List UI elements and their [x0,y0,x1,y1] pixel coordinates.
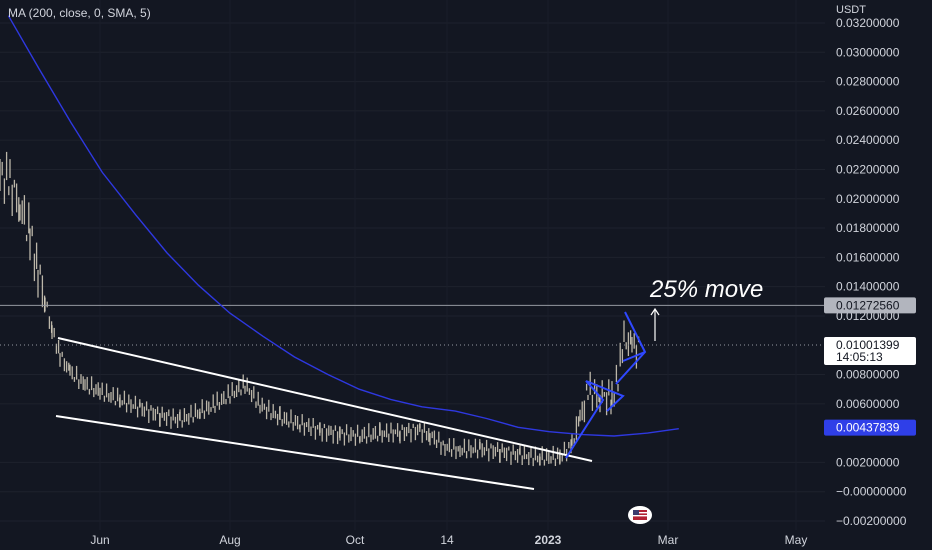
y-tick-label: 0.01600000 [836,250,900,264]
y-tick-label: 0.02800000 [836,75,900,89]
move-arrow-head [650,307,660,316]
y-tick-label: 0.00200000 [836,455,900,469]
y-tick-label: −0.00200000 [836,514,907,528]
current-price-badge [824,337,916,366]
y-tick-label: 0.01800000 [836,221,900,235]
x-tick-label: Mar [658,533,679,547]
annotation-text: 25% move [649,276,763,303]
ma-polyline [7,15,679,437]
x-tick-label: 2023 [535,533,562,547]
current-price-badge-text: 14:05:13 [836,350,883,364]
resistance-line [0,304,825,346]
y-tick-label: 0.00800000 [836,368,900,382]
x-axis[interactable]: Jun Aug Oct 14 2023 Mar May [90,533,807,547]
indicator-legend[interactable]: MA (200, close, 0, SMA, 5) [8,6,151,20]
x-tick-label: Aug [219,533,240,547]
x-tick-label: Oct [346,533,365,547]
upper-trendline [57,337,593,462]
ma-line [7,15,679,437]
flag-icon[interactable] [627,505,653,525]
y-tick-label: 0.02000000 [836,192,900,206]
x-tick-label: Jun [90,533,109,547]
y-tick-label: 0.03000000 [836,45,900,59]
resistance-badge [824,297,916,314]
x-tick-label: 14 [440,533,454,547]
y-tick-label: 0.02200000 [836,162,900,176]
pennant-lower [622,351,646,362]
candles [0,151,640,467]
y-tick-label: 0.01400000 [836,280,900,294]
resistance-badge-text: 0.01272560 [836,298,900,312]
ma-badge-text: 0.00437839 [836,421,900,435]
lower-trendline [55,415,535,490]
y-tick-label: 0.02400000 [836,133,900,147]
currency-label: USDT [836,4,866,16]
y-tick-label: 0.00600000 [836,397,900,411]
ma-badge [824,419,916,436]
current-price-badge-text: 0.01001399 [836,338,900,352]
y-tick-label: −0.00000000 [836,485,907,499]
y-tick-label: 0.02600000 [836,104,900,118]
x-tick-label: May [785,533,808,547]
y-axis[interactable]: 0.03200000 0.03000000 0.02800000 0.02600000… [836,16,907,528]
chart-grid [0,22,825,522]
flag-pattern [565,380,625,459]
y-tick-label: 0.03200000 [836,16,900,30]
drawings: 25% move [55,276,763,490]
